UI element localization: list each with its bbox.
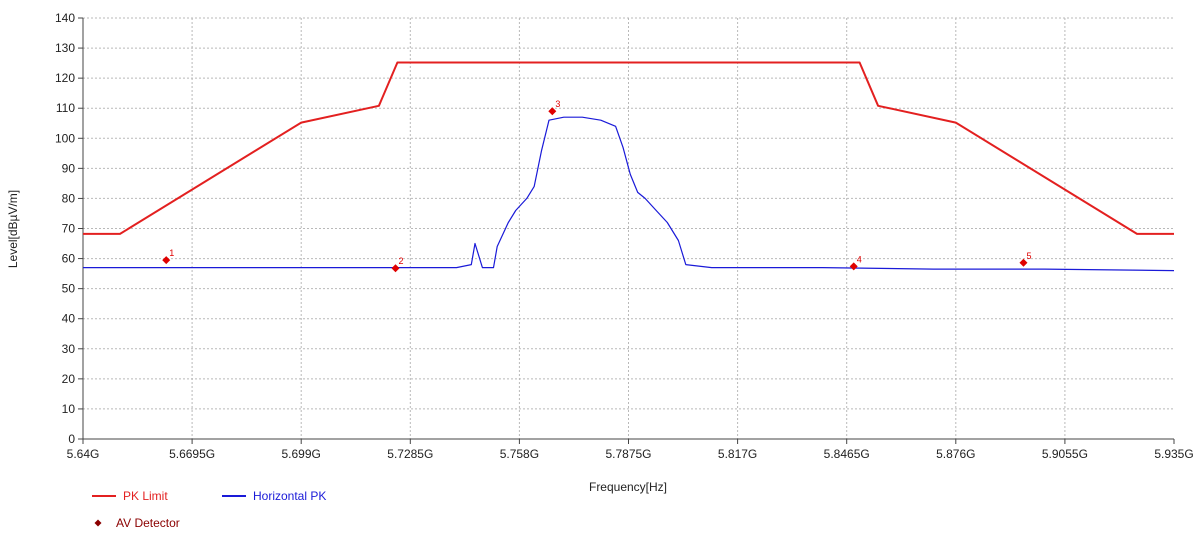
y-tick-label: 100: [55, 131, 75, 145]
y-tick-label: 70: [62, 222, 76, 236]
legend: PK Limit Horizontal PK AV Detector: [92, 489, 326, 530]
x-axis-title: Frequency[Hz]: [589, 480, 667, 494]
y-tick-label: 130: [55, 41, 75, 55]
y-tick-label: 40: [62, 312, 76, 326]
x-tick-label: 5.876G: [936, 447, 975, 461]
marker-1: [162, 256, 171, 265]
y-tick-label: 80: [62, 191, 76, 205]
y-tick-label: 0: [68, 432, 75, 446]
marker-label-5: 5: [1026, 251, 1031, 261]
x-tick-label: 5.758G: [500, 447, 539, 461]
y-tick-label: 50: [62, 282, 76, 296]
x-tick-label: 5.935G: [1154, 447, 1193, 461]
x-tick-label: 5.9055G: [1042, 447, 1088, 461]
legend-swatch-av-detector: [94, 519, 102, 527]
series-line-pk-limit: [83, 61, 1174, 235]
x-tick-label: 5.8465G: [824, 447, 870, 461]
x-tick-label: 5.6695G: [169, 447, 215, 461]
marker-label-4: 4: [857, 254, 862, 264]
y-tick-label: 120: [55, 71, 75, 85]
x-tick-label: 5.699G: [282, 447, 321, 461]
grid-lines: [83, 17, 1174, 439]
marker-2: [391, 264, 400, 273]
y-tick-label: 110: [56, 101, 75, 115]
marker-4: [849, 262, 858, 271]
series-lines: [83, 61, 1175, 272]
marker-3: [548, 107, 557, 116]
axes: 5.64G 5.6695G 5.699G 5.7285G 5.758G 5.7875G 5.…: [55, 11, 1194, 461]
y-tick-label: 10: [62, 402, 76, 416]
marker-label-1: 1: [169, 248, 174, 258]
y-tick-label: 20: [62, 372, 76, 386]
marker-label-2: 2: [399, 256, 404, 266]
y-tick-label: 30: [62, 342, 76, 356]
y-tick-label: 140: [55, 11, 75, 25]
legend-label-horizontal-pk: Horizontal PK: [253, 489, 326, 503]
x-tick-label: 5.7285G: [387, 447, 433, 461]
y-axis-title: Level[dBµV/m]: [6, 190, 20, 268]
markers: 1 2 3 4 5: [162, 99, 1031, 273]
x-tick-label: 5.817G: [718, 447, 757, 461]
x-tick-label: 5.64G: [67, 447, 100, 461]
y-tick-label: 90: [62, 161, 76, 175]
series-line-horizontal-pk: [83, 116, 1175, 272]
y-tick-label: 60: [62, 252, 76, 266]
marker-label-3: 3: [555, 99, 560, 109]
marker-5: [1019, 258, 1028, 267]
legend-label-pk-limit: PK Limit: [123, 489, 168, 503]
legend-label-av-detector: AV Detector: [116, 516, 180, 530]
x-tick-label: 5.7875G: [605, 447, 651, 461]
